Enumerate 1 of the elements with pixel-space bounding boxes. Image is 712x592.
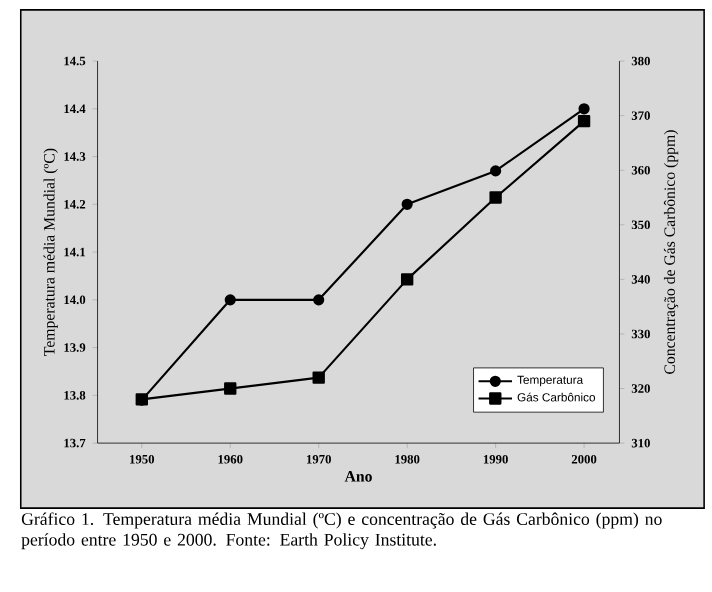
text: Gráfico 1. Temperatura média Mundial (ºC) e concentração de Gás Carbônico (ppm) no período entre 1950 e 2000. Fonte: Earth Policy Institute.: [21, 512, 662, 549]
